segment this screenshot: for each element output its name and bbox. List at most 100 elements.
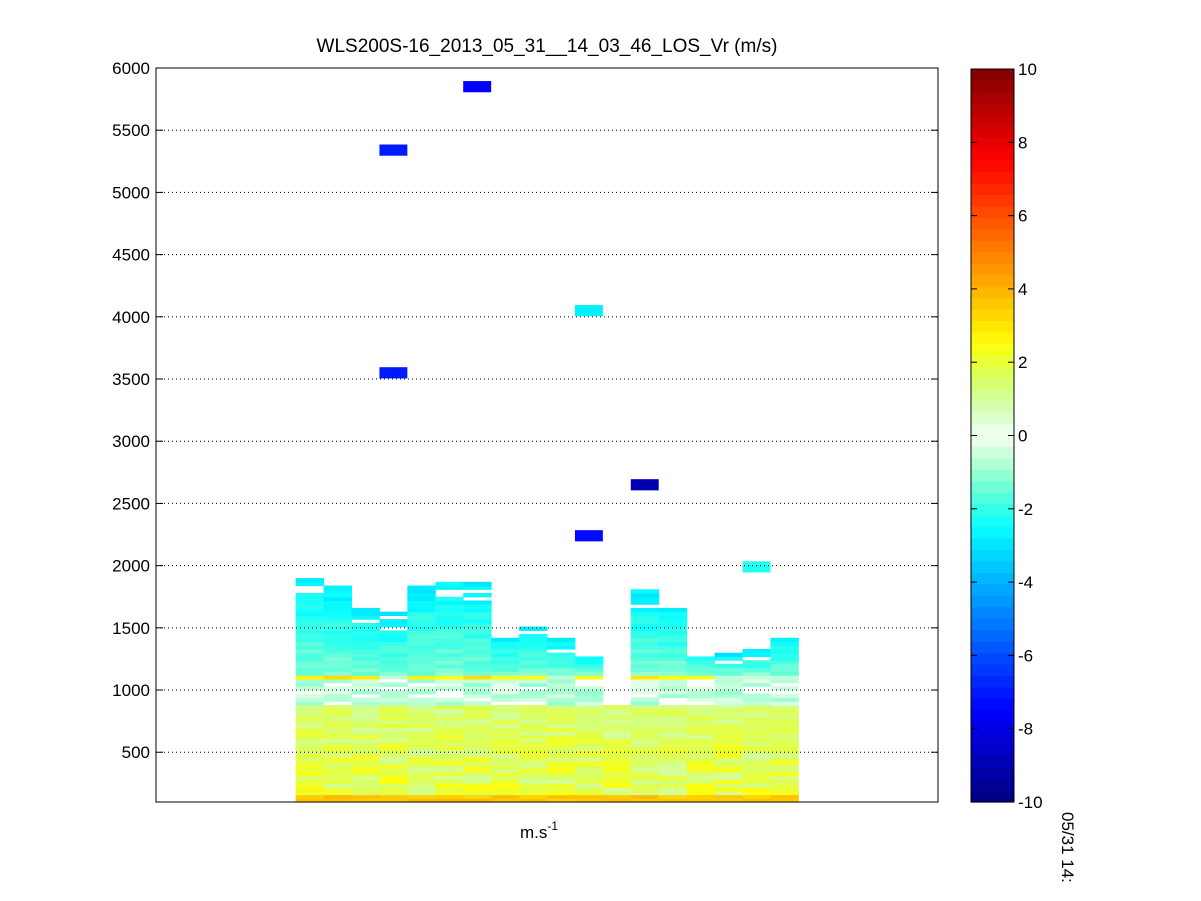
heatmap-cell — [547, 690, 576, 695]
heatmap-cell — [435, 772, 464, 777]
heatmap-cell — [547, 697, 576, 702]
heatmap-cell — [379, 622, 408, 628]
heatmap-cell — [491, 772, 520, 777]
heatmap-cell — [295, 768, 325, 773]
heatmap-cell — [714, 697, 743, 702]
heatmap-cell — [658, 671, 688, 676]
colorbar-segment — [971, 561, 1014, 574]
heatmap-cell — [295, 675, 325, 680]
plot-frame — [155, 67, 939, 803]
heatmap-cell — [630, 663, 660, 669]
heatmap-cell — [547, 708, 576, 714]
heatmap-cell — [658, 760, 688, 766]
heatmap-cell — [547, 663, 576, 669]
heatmap-cell — [547, 667, 576, 672]
heatmap-cell — [519, 682, 548, 687]
heatmap-cell — [574, 660, 604, 665]
heatmap-cell — [435, 682, 464, 687]
heatmap-cell — [295, 682, 325, 687]
heatmap-cell — [323, 648, 352, 654]
heatmap-cell — [770, 727, 799, 732]
heatmap-cell — [602, 757, 632, 762]
heatmap-cell — [407, 607, 436, 613]
heatmap-cell — [491, 656, 520, 661]
heatmap-cell — [463, 738, 492, 743]
heatmap-cell — [686, 719, 716, 725]
heatmap-cell — [435, 746, 464, 751]
colorbar-segment — [971, 527, 1014, 540]
heatmap-cell — [491, 648, 520, 654]
heatmap-cell — [547, 704, 576, 710]
heatmap-cell — [351, 772, 380, 777]
colorbar-tick-label: 2 — [1018, 353, 1027, 372]
heatmap-cell — [658, 787, 688, 792]
heatmap-cell — [491, 798, 520, 802]
colorbar-segment — [971, 676, 1014, 689]
colorbar-segment — [971, 710, 1014, 723]
heatmap-cell — [686, 697, 716, 702]
heatmap-cell — [435, 607, 464, 613]
heatmap-cell — [686, 671, 716, 676]
heatmap-cell — [295, 686, 325, 691]
colorbar-segment — [971, 733, 1014, 746]
heatmap-cell — [770, 701, 799, 706]
heatmap-cell — [574, 693, 604, 699]
colorbar-segment — [971, 538, 1014, 551]
heatmap-cell — [770, 648, 799, 654]
heatmap-cell — [407, 645, 436, 650]
heatmap-cell — [323, 719, 352, 725]
heatmap-cell — [407, 690, 436, 695]
heatmap-cell — [351, 622, 380, 628]
heatmap-cell — [351, 607, 380, 613]
heatmap-cell — [630, 596, 660, 602]
heatmap-cell — [435, 764, 464, 770]
heatmap-cell — [295, 637, 325, 643]
heatmap-cell — [463, 764, 492, 770]
heatmap-cell — [463, 660, 492, 665]
heatmap-cell — [742, 731, 771, 736]
heatmap-cell — [574, 746, 604, 751]
heatmap-cell — [351, 704, 380, 710]
heatmap-cell — [407, 626, 436, 631]
heatmap-cell — [519, 753, 548, 758]
heatmap-cell — [770, 663, 799, 669]
heatmap-cell — [463, 704, 492, 710]
colorbar-segment — [971, 263, 1014, 276]
colorbar-segment — [971, 229, 1014, 242]
heatmap-cell — [630, 615, 660, 620]
heatmap-cell — [323, 779, 352, 784]
heatmap-cell — [770, 697, 799, 702]
heatmap-cell — [435, 671, 464, 676]
heatmap-cell — [547, 652, 576, 658]
heatmap-cell — [435, 731, 464, 736]
chart-title: WLS200S-16_2013_05_31__14_03_46_LOS_Vr (… — [317, 36, 778, 57]
heatmap-cell — [630, 626, 660, 631]
colorbar-tick-label: -10 — [1018, 793, 1043, 812]
heatmap-cell — [686, 779, 716, 784]
heatmap-cell — [379, 712, 408, 717]
colorbar-segment — [971, 607, 1014, 620]
heatmap-cell — [658, 645, 688, 650]
heatmap-cell — [323, 645, 352, 650]
heatmap-cell — [491, 783, 520, 788]
colorbar-segment — [971, 126, 1014, 139]
heatmap-cell — [295, 704, 325, 710]
heatmap-cell — [742, 723, 771, 728]
heatmap-cell — [407, 656, 436, 661]
heatmap-cell — [351, 630, 380, 635]
heatmap-cell — [658, 727, 688, 732]
colorbar-segment — [971, 424, 1014, 437]
heatmap-cell — [435, 663, 464, 669]
colorbar-segment — [971, 114, 1014, 127]
heatmap-cell — [519, 690, 548, 695]
heatmap-cell — [407, 615, 436, 620]
heatmap-cell — [574, 798, 604, 802]
heatmap-cell — [658, 690, 688, 695]
heatmap-cell — [686, 660, 716, 665]
heatmap-cell — [323, 626, 352, 631]
heatmap-cell — [435, 678, 464, 684]
heatmap-cell — [519, 648, 548, 654]
heatmap-cell — [435, 798, 464, 802]
heatmap-cell — [323, 675, 352, 680]
heatmap-cell — [463, 794, 492, 799]
